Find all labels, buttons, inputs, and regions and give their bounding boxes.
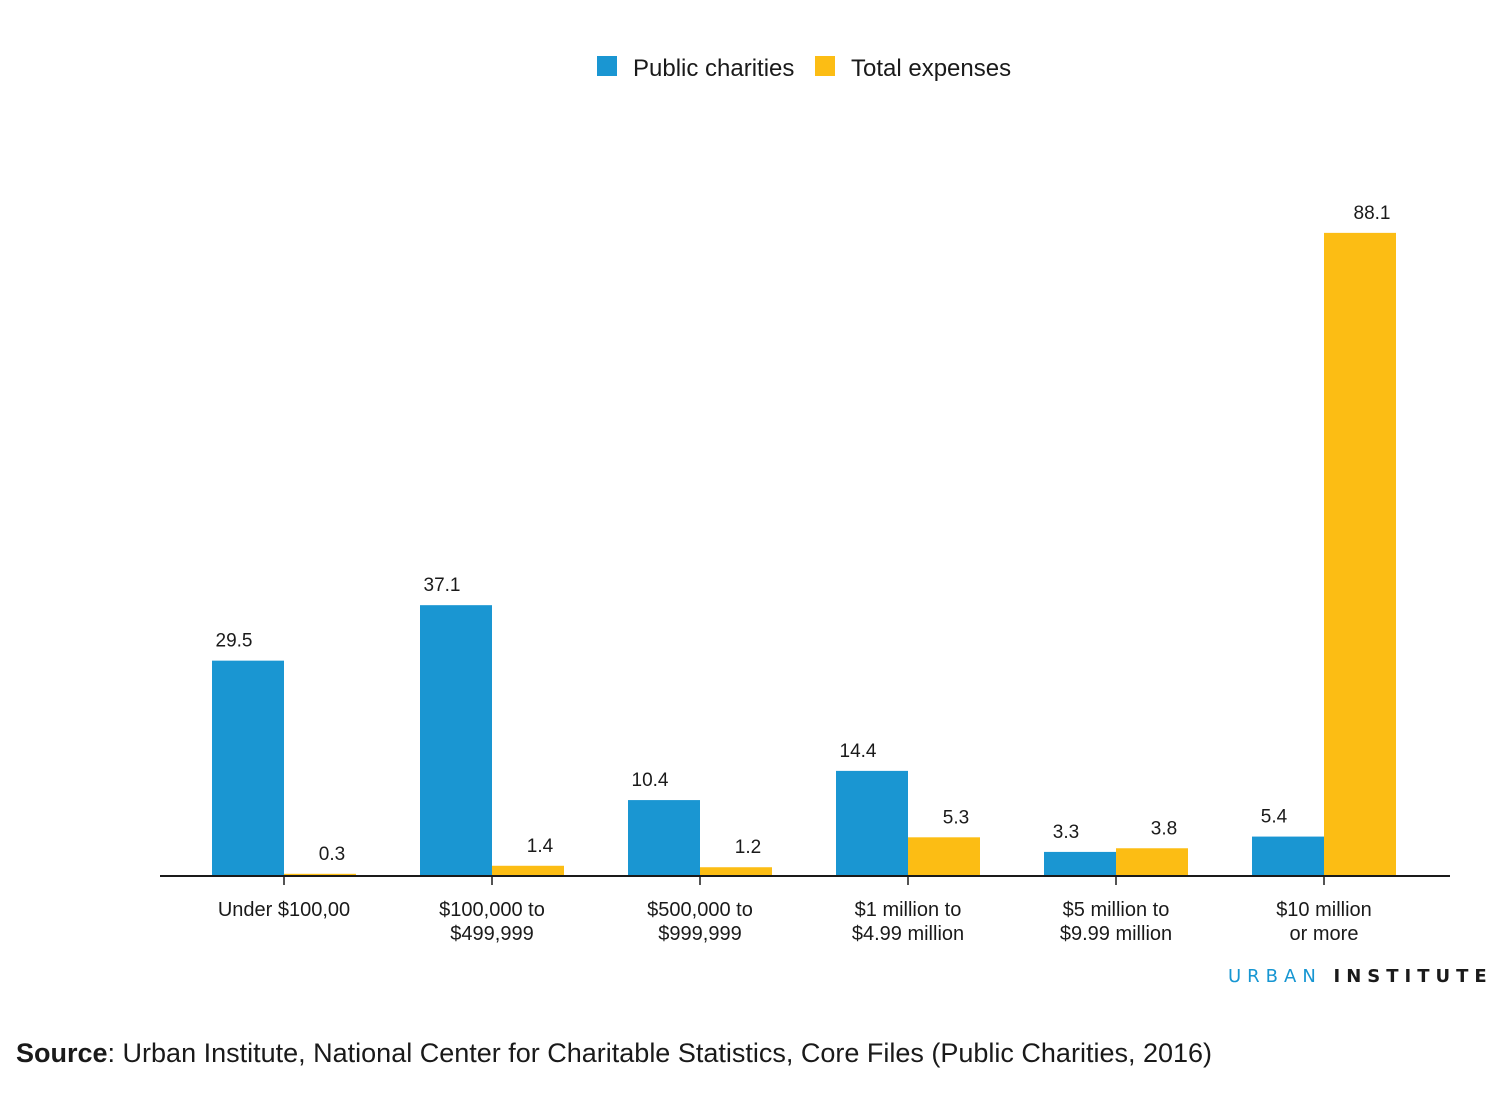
urban-institute-logo: URBAN INSTITUTE bbox=[1228, 966, 1492, 987]
bars bbox=[212, 232, 1396, 876]
bar-total-expenses-5 bbox=[1324, 232, 1396, 876]
logo-institute-text: INSTITUTE bbox=[1333, 966, 1492, 987]
bar-public-charities-0 bbox=[212, 660, 284, 876]
bar-chart: Public charities Total expenses 29.5 37.1 1… bbox=[160, 55, 1450, 945]
x-tick-label-2: $500,000 to $999,999 bbox=[647, 899, 753, 945]
data-label-total-expenses-2: 1.2 bbox=[735, 837, 761, 858]
bar-public-charities-4 bbox=[1044, 851, 1116, 876]
bar-public-charities-1 bbox=[420, 605, 492, 876]
data-label-total-expenses-5: 88.1 bbox=[1354, 203, 1391, 224]
bar-total-expenses-0 bbox=[284, 873, 356, 876]
bar-total-expenses-2 bbox=[700, 867, 772, 876]
x-tick-label-0: Under $100,00 bbox=[218, 899, 350, 921]
legend-label-0: Public charities bbox=[633, 55, 794, 82]
x-tick-label-3: $1 million to $4.99 million bbox=[852, 899, 964, 945]
x-tick-label-5: $10 million or more bbox=[1276, 899, 1372, 945]
data-label-total-expenses-3: 5.3 bbox=[943, 807, 969, 828]
legend: Public charities Total expenses bbox=[597, 55, 1011, 82]
bar-public-charities-2 bbox=[628, 800, 700, 876]
legend-label-1: Total expenses bbox=[851, 55, 1011, 82]
x-tick-label-1: $100,000 to $499,999 bbox=[439, 899, 545, 945]
data-label-total-expenses-1: 1.4 bbox=[527, 836, 554, 857]
data-label-total-expenses-4: 3.8 bbox=[1151, 818, 1177, 839]
bar-total-expenses-4 bbox=[1116, 848, 1188, 876]
bar-public-charities-5 bbox=[1252, 836, 1324, 876]
data-label-public-charities-5: 5.4 bbox=[1261, 807, 1288, 828]
data-label-public-charities-0: 29.5 bbox=[216, 631, 253, 652]
x-tick-label-4: $5 million to $9.99 million bbox=[1060, 899, 1172, 945]
source-label: Source bbox=[16, 1038, 108, 1068]
source-note: Source: Urban Institute, National Center… bbox=[16, 1038, 1212, 1069]
data-label-public-charities-3: 14.4 bbox=[840, 741, 877, 762]
data-labels: 29.5 37.1 10.4 14.4 3.3 5.4 0.3 1.4 1.2 5.3 3.8 88.… bbox=[216, 203, 1391, 865]
data-label-public-charities-2: 10.4 bbox=[632, 770, 669, 791]
logo-urban-text: URBAN bbox=[1228, 966, 1322, 987]
data-label-public-charities-4: 3.3 bbox=[1053, 822, 1079, 843]
bar-public-charities-3 bbox=[836, 770, 908, 876]
data-label-public-charities-1: 37.1 bbox=[424, 575, 461, 596]
legend-swatch-1 bbox=[815, 56, 835, 76]
bar-total-expenses-3 bbox=[908, 837, 980, 876]
x-axis-ticks: Under $100,00 $100,000 to $499,999 $500,000… bbox=[218, 876, 1372, 945]
source-text: : Urban Institute, National Center for C… bbox=[107, 1038, 1213, 1068]
data-label-total-expenses-0: 0.3 bbox=[319, 844, 345, 865]
legend-swatch-0 bbox=[597, 56, 617, 76]
bar-total-expenses-1 bbox=[492, 865, 564, 876]
